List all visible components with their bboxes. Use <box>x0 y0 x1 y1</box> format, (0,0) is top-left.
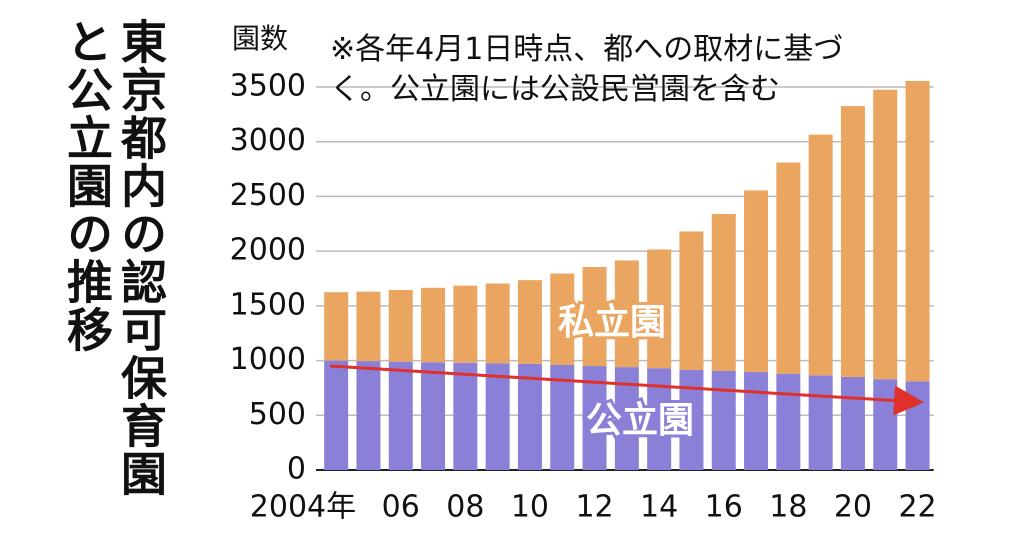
series-label: 公立園 <box>586 400 694 441</box>
y-tick-label: 3000 <box>230 123 306 158</box>
bar-segment <box>388 361 413 470</box>
bar-segment <box>808 134 833 376</box>
bar-segment <box>485 283 510 364</box>
bar-segment <box>485 363 510 470</box>
bar-segment <box>453 362 478 470</box>
bar-segment <box>550 273 575 365</box>
y-tick-label: 1500 <box>230 287 306 322</box>
y-axis-label: 園数 <box>232 22 288 55</box>
y-tick-label: 1000 <box>230 342 306 377</box>
x-tick-label: 2004年 <box>250 490 356 525</box>
y-tick-label: 500 <box>249 397 306 432</box>
bar-segment <box>776 162 801 374</box>
trend-arrow <box>329 364 924 416</box>
bar-segment <box>517 280 542 364</box>
y-tick-label: 3500 <box>230 69 306 104</box>
bar-segment <box>356 361 381 470</box>
bar-segment <box>421 362 446 470</box>
bar-segment <box>324 360 349 470</box>
bar-segment <box>582 267 607 367</box>
x-tick-label: 16 <box>705 490 743 525</box>
bar-segment <box>840 376 865 470</box>
bar-segment <box>808 375 833 470</box>
bar-segment <box>388 289 413 362</box>
bar-segment <box>356 291 381 362</box>
chart-title: 東京都内の認可保育園と公立園の推移 <box>60 18 168 498</box>
bar-segment <box>776 373 801 470</box>
x-tick-label: 10 <box>511 490 549 525</box>
bar-segment <box>873 379 898 470</box>
bar-segment <box>711 370 736 470</box>
bar-segment <box>711 213 736 371</box>
bar-segment <box>421 287 446 363</box>
bar-segment <box>744 372 769 470</box>
x-tick-label: 12 <box>575 490 613 525</box>
bar-segment <box>744 190 769 373</box>
x-tick-label: 22 <box>898 490 936 525</box>
bar-segment <box>324 292 349 361</box>
bar-segment <box>679 231 704 370</box>
x-tick-label: 06 <box>382 490 420 525</box>
x-tick-label: 08 <box>446 490 484 525</box>
bar-segment <box>905 381 930 470</box>
bar-segment <box>453 285 478 363</box>
series-label: 私立園 <box>558 302 666 343</box>
y-tick-label: 0 <box>287 452 306 487</box>
note: ※各年4月1日時点、都への取材に基づく。公立園には公設民営園を含む <box>330 32 844 107</box>
y-tick-label: 2500 <box>230 178 306 213</box>
x-tick-label: 14 <box>640 490 678 525</box>
bar-segment <box>905 80 930 382</box>
x-tick-label: 20 <box>834 490 872 525</box>
bar-segment <box>550 364 575 470</box>
bar-segment <box>614 260 639 368</box>
bar-segment <box>517 363 542 470</box>
bar-segment <box>840 106 865 377</box>
y-tick-label: 2000 <box>230 233 306 268</box>
bar-segment <box>647 249 672 369</box>
x-tick-label: 18 <box>769 490 807 525</box>
bar-segment <box>873 89 898 380</box>
